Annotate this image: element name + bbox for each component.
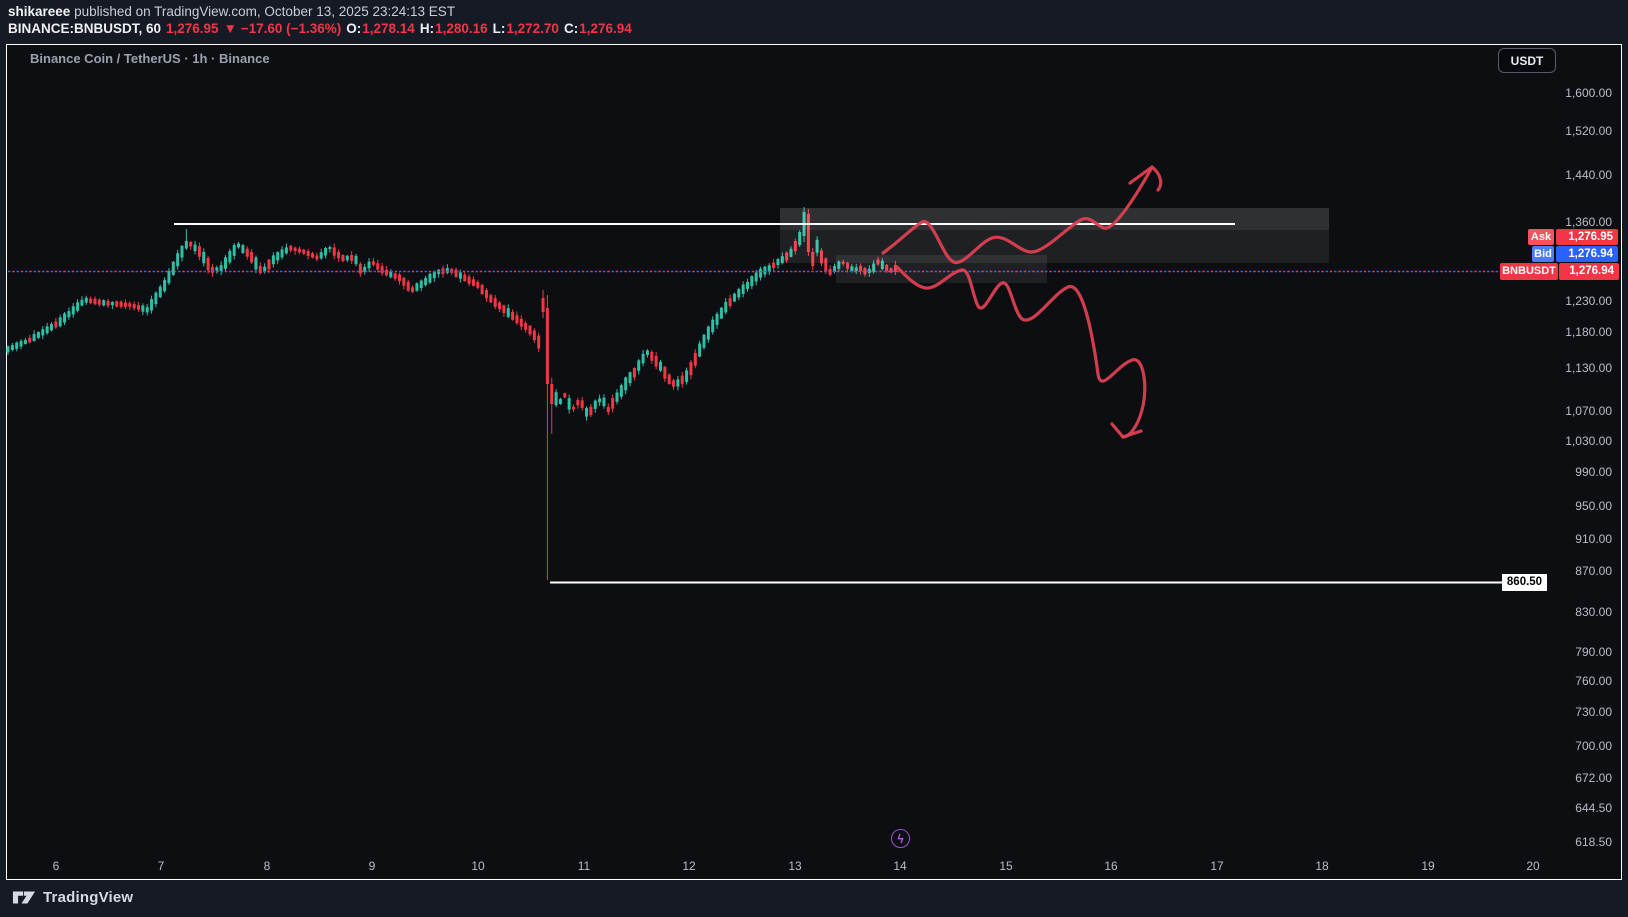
- price-tick-label: 990.00: [1575, 465, 1612, 479]
- price-tick-label: 1,180.00: [1565, 325, 1612, 339]
- time-tick-label: 7: [157, 859, 165, 873]
- time-tick-label: 11: [577, 859, 591, 873]
- flash-event-icon[interactable]: ϟ: [891, 829, 910, 848]
- price-tick-label: 760.00: [1575, 674, 1612, 688]
- demand-pocket[interactable]: [836, 255, 1047, 283]
- time-tick-label: 17: [1210, 859, 1224, 873]
- chart-canvas[interactable]: [6, 44, 1622, 880]
- price-tick-label: 644.50: [1575, 801, 1612, 815]
- brand-name: TradingView: [43, 889, 134, 906]
- price-tick-label: 1,520.00: [1565, 124, 1612, 138]
- bid-price: 1,276.94: [1556, 246, 1618, 262]
- price-tick-label: 1,070.00: [1565, 404, 1612, 418]
- price-tick-label: 1,230.00: [1565, 294, 1612, 308]
- tradingview-mark-icon: [12, 891, 36, 904]
- close-label: C:: [563, 21, 579, 36]
- ask-tag: Ask: [1528, 229, 1554, 245]
- price-tick-label: 700.00: [1575, 739, 1612, 753]
- open-label: O:: [346, 21, 362, 36]
- high-label: H:: [419, 21, 435, 36]
- time-tick-label: 10: [471, 859, 485, 873]
- price-change: ▼ −17.60 (−1.36%): [223, 21, 342, 36]
- last-price: 1,276.95: [166, 21, 219, 36]
- symbol-last-price: 1,276.94: [1559, 263, 1619, 280]
- tradingview-logo[interactable]: TradingView: [12, 889, 133, 906]
- time-tick-label: 15: [999, 859, 1013, 873]
- low-label: L:: [492, 21, 506, 36]
- publish-text: published on TradingView.com, October 13…: [70, 4, 456, 19]
- time-tick-label: 12: [682, 859, 696, 873]
- open-value: 1,278.14: [362, 21, 415, 36]
- price-tick-label: 950.00: [1575, 499, 1612, 513]
- ask-price: 1,276.95: [1556, 229, 1618, 245]
- high-value: 1,280.16: [435, 21, 488, 36]
- time-tick-label: 16: [1104, 859, 1118, 873]
- footer-bar: TradingView: [0, 881, 1628, 917]
- drawn-arrow-down[interactable]: [895, 265, 1147, 439]
- time-tick-label: 9: [368, 859, 376, 873]
- drawn-arrow-up[interactable]: [881, 167, 1153, 265]
- time-tick-label: 8: [263, 859, 271, 873]
- time-tick-label: 18: [1315, 859, 1329, 873]
- drawn-arrow-down-head[interactable]: [1110, 422, 1143, 439]
- author-name: shikareee: [8, 4, 71, 19]
- candles: [6, 207, 897, 580]
- symbol-name: BINANCE:BNBUSDT, 60: [8, 21, 162, 36]
- price-tick-label: 618.50: [1575, 835, 1612, 849]
- price-tick-label: 790.00: [1575, 645, 1612, 659]
- price-tick-label: 1,130.00: [1565, 361, 1612, 375]
- time-tick-label: 20: [1526, 859, 1540, 873]
- price-tick-label: 1,360.00: [1565, 215, 1612, 229]
- low-value: 1,272.70: [506, 21, 559, 36]
- time-tick-label: 6: [52, 859, 60, 873]
- price-tick-label: 910.00: [1575, 532, 1612, 546]
- supply-zone-upper[interactable]: [780, 208, 1329, 230]
- close-value: 1,276.94: [579, 21, 632, 36]
- time-tick-label: 13: [788, 859, 802, 873]
- supply-zone-main[interactable]: [780, 230, 1329, 263]
- time-tick-label: 19: [1421, 859, 1435, 873]
- price-tick-label: 1,030.00: [1565, 434, 1612, 448]
- price-tick-label: 672.00: [1575, 771, 1612, 785]
- publish-info: shikareee published on TradingView.com, …: [8, 4, 455, 19]
- drawn-arrow-up-head[interactable]: [1128, 165, 1163, 192]
- symbol-price-tag: BNBUSDT: [1500, 263, 1558, 280]
- bid-tag: Bid: [1532, 246, 1554, 262]
- symbol-info-bar: BINANCE:BNBUSDT, 60 1,276.95 ▼ −17.60 (−…: [8, 21, 637, 36]
- price-tick-label: 830.00: [1575, 605, 1612, 619]
- price-tick-label: 1,600.00: [1565, 86, 1612, 100]
- time-tick-label: 14: [893, 859, 907, 873]
- chart-title: Binance Coin / TetherUS · 1h · Binance: [30, 51, 270, 66]
- price-tick-label: 1,440.00: [1565, 168, 1612, 182]
- currency-toggle-button[interactable]: USDT: [1498, 48, 1556, 73]
- price-tick-label: 870.00: [1575, 564, 1612, 578]
- price-tick-label: 730.00: [1575, 705, 1612, 719]
- crash-low-price-label: 860.50: [1502, 574, 1547, 591]
